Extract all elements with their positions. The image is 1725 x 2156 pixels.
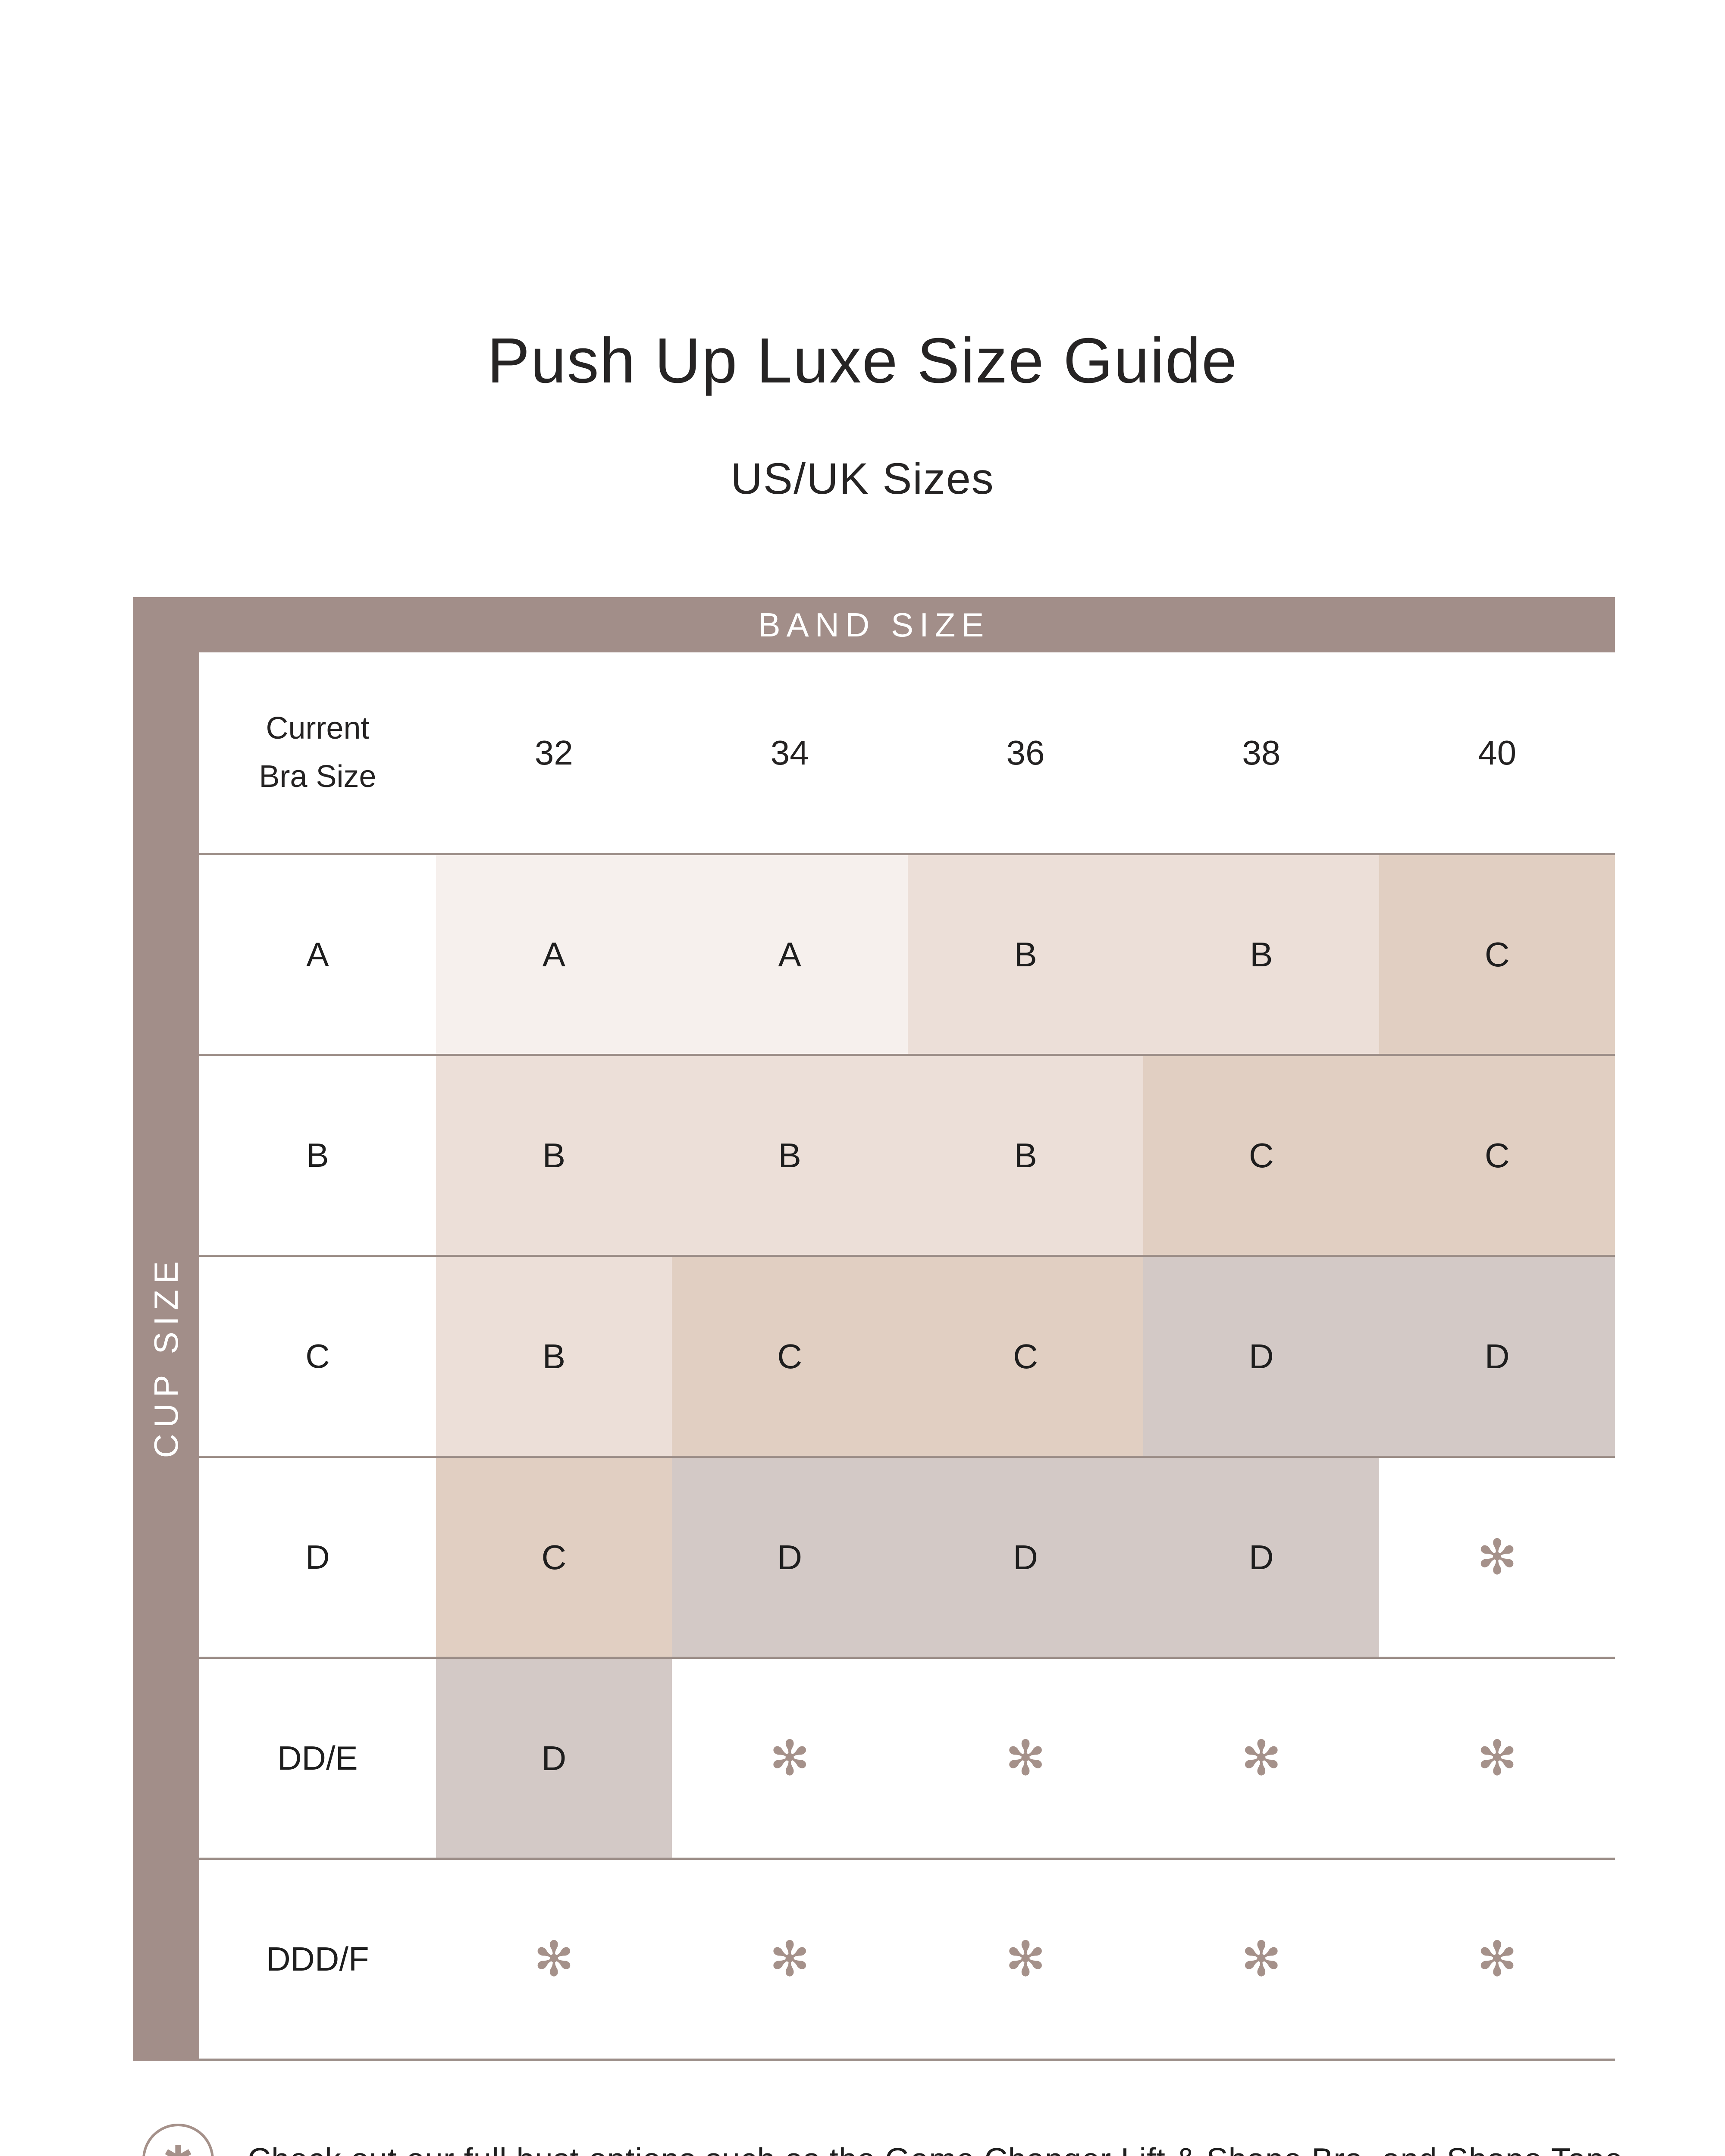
size-cell: B (1143, 855, 1380, 1054)
size-table-body: CUP SIZE Current Bra Size 32 34 36 38 40 A A A B B C… (133, 652, 1615, 2061)
full-bust-asterisk-icon: ✻ (1005, 1730, 1046, 1786)
full-bust-asterisk-icon: ✻ (533, 1931, 574, 1987)
table-row: DD/E D ✻ ✻ ✻ ✻ (199, 1659, 1615, 1860)
size-cell: B (436, 1056, 672, 1255)
full-bust-asterisk-icon: ✻ (769, 1730, 810, 1786)
size-cell: ✻ (1143, 1860, 1380, 2059)
size-cell: D (436, 1659, 672, 1858)
size-cell: C (1143, 1056, 1380, 1255)
footnote: ✱ Check out our full bust options such a… (142, 2124, 1632, 2156)
size-grid: Current Bra Size 32 34 36 38 40 A A A B B C B B B B C C C B C… (199, 652, 1615, 2061)
size-cell: C (907, 1257, 1144, 1456)
page-title: Push Up Luxe Size Guide (487, 325, 1238, 396)
size-cell: ✻ (907, 1659, 1144, 1858)
size-cell: C (671, 1257, 908, 1456)
footnote-text: Check out our full bust options such as … (248, 2141, 1632, 2156)
size-cell: D (1143, 1257, 1380, 1456)
band-size-column-header: 34 (770, 733, 809, 772)
cup-size-row-label: C (199, 1257, 436, 1456)
size-cell: C (1379, 855, 1615, 1054)
size-cell: ✻ (1379, 1458, 1615, 1657)
cup-size-row-label: DD/E (199, 1659, 436, 1858)
band-size-axis-header: BAND SIZE (133, 597, 1615, 652)
size-cell: ✻ (1143, 1659, 1380, 1858)
size-cell: B (907, 855, 1144, 1054)
asterisk-circle-icon: ✱ (142, 2124, 214, 2156)
cup-size-row-label: DDD/F (199, 1860, 436, 2059)
full-bust-asterisk-icon: ✻ (1241, 1730, 1282, 1786)
cup-size-axis-header: CUP SIZE (133, 652, 199, 2061)
size-cell: ✻ (1379, 1659, 1615, 1858)
corner-label-line: Bra Size (259, 759, 376, 794)
table-row: D C D D D ✻ (199, 1458, 1615, 1659)
band-size-axis-label: BAND SIZE (758, 605, 990, 644)
corner-label: Current Bra Size (199, 652, 436, 853)
full-bust-asterisk-icon: ✻ (769, 1931, 810, 1987)
asterisk-glyph: ✱ (163, 2141, 194, 2156)
full-bust-asterisk-icon: ✻ (1477, 1730, 1518, 1786)
size-cell: A (436, 855, 672, 1054)
cup-size-row-label: A (199, 855, 436, 1054)
page-subtitle: US/UK Sizes (731, 454, 994, 503)
size-cell: D (907, 1458, 1144, 1657)
size-cell: A (671, 855, 908, 1054)
size-cell: ✻ (436, 1860, 672, 2059)
size-cell: ✻ (671, 1860, 908, 2059)
size-cell: B (436, 1257, 672, 1456)
cup-size-row-label: D (199, 1458, 436, 1657)
band-size-column-header: 38 (1242, 733, 1281, 772)
full-bust-asterisk-icon: ✻ (1477, 1529, 1518, 1586)
size-cell: ✻ (671, 1659, 908, 1858)
full-bust-asterisk-icon: ✻ (1241, 1931, 1282, 1987)
size-cell: D (671, 1458, 908, 1657)
cup-size-row-label: B (199, 1056, 436, 1255)
table-row: DDD/F ✻ ✻ ✻ ✻ ✻ (199, 1860, 1615, 2061)
corner-label-line: Current (266, 711, 370, 746)
table-header-row: Current Bra Size 32 34 36 38 40 (199, 652, 1615, 855)
band-size-column-header: 32 (534, 733, 573, 772)
size-cell: ✻ (1379, 1860, 1615, 2059)
size-cell: B (671, 1056, 908, 1255)
size-guide-table: BAND SIZE CUP SIZE Current Bra Size 32 34 36… (133, 597, 1615, 2061)
size-cell: D (1143, 1458, 1380, 1657)
full-bust-asterisk-icon: ✻ (1477, 1931, 1518, 1987)
full-bust-asterisk-icon: ✻ (1005, 1931, 1046, 1987)
size-cell: C (1379, 1056, 1615, 1255)
band-size-column-header: 40 (1478, 733, 1517, 772)
cup-size-axis-label: CUP SIZE (147, 1255, 185, 1458)
band-size-column-header: 36 (1006, 733, 1045, 772)
size-cell: B (907, 1056, 1144, 1255)
size-cell: ✻ (907, 1860, 1144, 2059)
size-cell: D (1379, 1257, 1615, 1456)
size-cell: C (436, 1458, 672, 1657)
